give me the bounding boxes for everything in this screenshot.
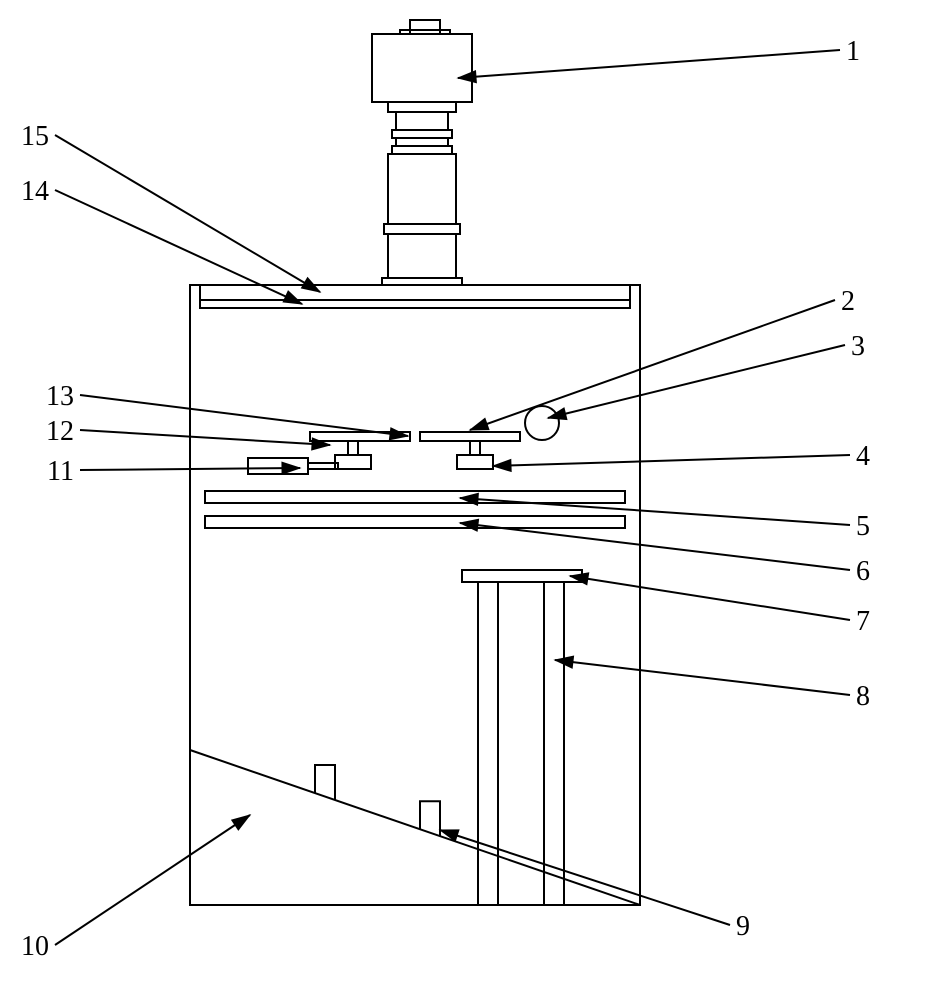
- camera-neck-1: [388, 102, 456, 112]
- camera-foot: [382, 278, 462, 285]
- callout-8-leader: [555, 660, 850, 695]
- callout-label-3: 3: [851, 331, 865, 362]
- actuator-rod: [308, 463, 338, 469]
- callout-label-4: 4: [856, 441, 870, 472]
- deck-upper: [205, 491, 625, 503]
- callout-3-leader: [548, 345, 845, 418]
- callout-label-15: 15: [21, 121, 49, 152]
- callout-label-6: 6: [856, 556, 870, 587]
- enclosure: [190, 285, 640, 905]
- callout-15-leader: [55, 135, 320, 292]
- camera-ring-1: [392, 130, 452, 138]
- ramp-line: [190, 750, 640, 905]
- callout-label-2: 2: [841, 286, 855, 317]
- callout-label-14: 14: [21, 176, 49, 207]
- callout-4-leader: [493, 455, 850, 466]
- callout-2-arrowhead: [470, 418, 489, 430]
- deck-lower: [205, 516, 625, 528]
- actuator-body: [248, 458, 308, 474]
- callout-1-arrowhead: [458, 71, 476, 83]
- callout-12-leader: [80, 430, 330, 445]
- callout-label-8: 8: [856, 681, 870, 712]
- callout-11-leader: [80, 468, 300, 470]
- stage-block-left: [335, 455, 371, 469]
- callout-label-5: 5: [856, 511, 870, 542]
- callout-13-leader: [80, 395, 408, 436]
- camera-neck-2: [396, 112, 448, 130]
- callout-6-arrowhead: [460, 519, 479, 531]
- callout-label-7: 7: [856, 606, 870, 637]
- top-plate-lower: [200, 300, 630, 308]
- callout-10-leader: [55, 815, 250, 945]
- stage-plate-right: [420, 432, 520, 441]
- callout-6-leader: [460, 523, 850, 570]
- callout-label-13: 13: [46, 381, 74, 412]
- callout-13-arrowhead: [389, 428, 408, 440]
- callout-5-leader: [460, 498, 850, 525]
- camera-top-nub: [410, 20, 440, 34]
- stage-block-right: [457, 455, 493, 469]
- callout-label-12: 12: [46, 416, 74, 447]
- camera-ring-4: [384, 224, 460, 234]
- ball: [525, 406, 559, 440]
- stage-post-right: [470, 441, 480, 455]
- callout-10-arrowhead: [232, 815, 250, 830]
- callout-9-leader: [440, 830, 730, 925]
- column-cap: [462, 570, 582, 582]
- callout-11-arrowhead: [282, 462, 300, 474]
- callout-label-10: 10: [21, 931, 49, 962]
- callout-12-arrowhead: [312, 438, 330, 450]
- callout-label-11: 11: [47, 456, 74, 487]
- camera-ring-2: [396, 138, 448, 146]
- callout-2-leader: [470, 300, 835, 430]
- callout-1-leader: [458, 50, 840, 78]
- callout-7-leader: [570, 576, 850, 620]
- camera-ring-3: [392, 146, 452, 154]
- camera-barrel-1: [388, 154, 456, 224]
- diagram-canvas: 123456789101112131415: [0, 0, 942, 1000]
- callout-label-1: 1: [846, 36, 860, 67]
- callout-4-arrowhead: [493, 459, 511, 471]
- stage-post-left: [348, 441, 358, 455]
- callout-label-9: 9: [736, 911, 750, 942]
- camera-body: [372, 34, 472, 102]
- camera-barrel-2: [388, 234, 456, 278]
- callout-14-arrowhead: [283, 291, 302, 304]
